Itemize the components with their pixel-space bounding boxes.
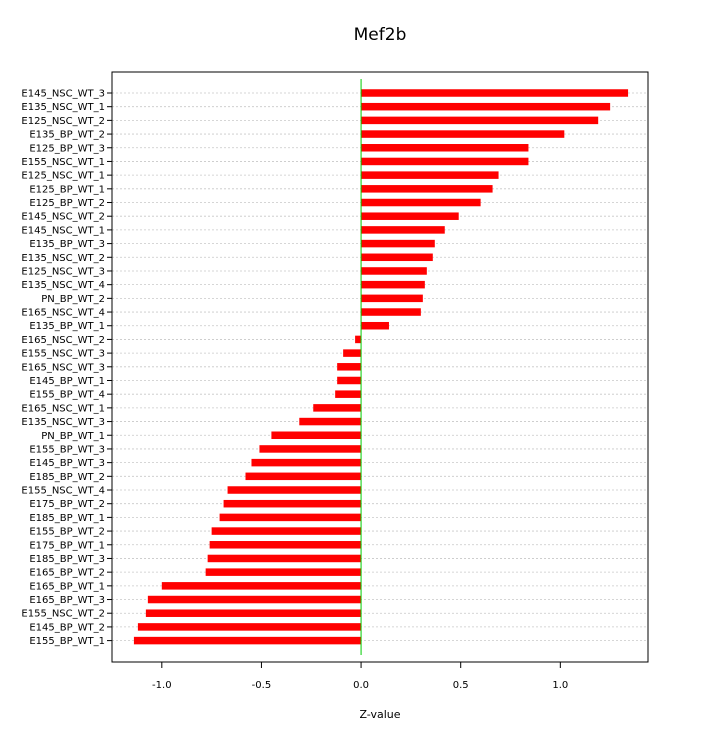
category-label: E135_BP_WT_3 <box>29 239 105 250</box>
category-label: E135_NSC_WT_3 <box>21 417 105 428</box>
bar-E145_NSC_WT_1 <box>361 226 445 234</box>
bar-E145_BP_WT_1 <box>337 376 362 385</box>
chart-title: Mef2b <box>354 25 407 45</box>
category-label: E155_BP_WT_2 <box>29 527 105 538</box>
category-label: E155_BP_WT_1 <box>29 636 105 647</box>
bar-E155_BP_WT_4 <box>335 390 362 398</box>
bar-E165_NSC_WT_4 <box>361 308 421 316</box>
category-label: PN_BP_WT_1 <box>41 431 105 442</box>
bar-E135_NSC_WT_1 <box>361 102 611 111</box>
bar-E165_NSC_WT_3 <box>337 363 362 371</box>
category-labels: E145_NSC_WT_3 E135_NSC_WT_1 E125_NSC_WT_2 E… <box>21 89 112 647</box>
bars <box>133 89 629 645</box>
category-label: E145_BP_WT_2 <box>29 622 105 633</box>
category-label: E135_NSC_WT_2 <box>21 253 105 264</box>
category-label: E125_BP_WT_2 <box>29 198 105 209</box>
category-label: E135_NSC_WT_1 <box>21 102 105 113</box>
category-label: E135_NSC_WT_4 <box>21 280 105 291</box>
bar-E165_BP_WT_1 <box>161 582 362 590</box>
bar-E175_BP_WT_1 <box>209 541 362 549</box>
bar-E165_BP_WT_2 <box>205 568 362 576</box>
category-label: E145_BP_WT_3 <box>29 458 105 469</box>
category-label: E125_BP_WT_3 <box>29 143 105 154</box>
category-label: E135_BP_WT_2 <box>29 130 105 141</box>
bar-E125_NSC_WT_2 <box>361 116 599 125</box>
bar-E145_NSC_WT_3 <box>361 89 629 97</box>
bar-E155_NSC_WT_4 <box>227 486 362 494</box>
category-label: E165_NSC_WT_1 <box>21 403 105 414</box>
category-label: E185_BP_WT_2 <box>29 472 105 483</box>
bar-E135_NSC_WT_2 <box>361 253 433 262</box>
bar-PN_BP_WT_2 <box>361 294 423 303</box>
category-label: E185_BP_WT_1 <box>29 513 105 524</box>
bar-PN_BP_WT_1 <box>271 431 362 439</box>
category-label: E165_BP_WT_1 <box>29 581 105 592</box>
x-tick-label: -1.0 <box>152 680 172 691</box>
category-label: E125_NSC_WT_3 <box>21 266 105 277</box>
bar-E145_BP_WT_3 <box>251 458 362 467</box>
bar-E135_BP_WT_2 <box>361 130 565 138</box>
category-label: E145_NSC_WT_1 <box>21 225 105 236</box>
category-label: E155_NSC_WT_2 <box>21 609 105 620</box>
category-label: E155_BP_WT_4 <box>29 390 105 401</box>
bar-E125_NSC_WT_3 <box>361 267 427 275</box>
bar-E185_BP_WT_3 <box>207 554 362 563</box>
category-label: E125_NSC_WT_1 <box>21 171 105 182</box>
bar-E155_NSC_WT_2 <box>145 609 362 617</box>
bar-E155_BP_WT_3 <box>259 445 362 453</box>
bar-E135_NSC_WT_4 <box>361 280 425 289</box>
bar-E135_BP_WT_3 <box>361 239 435 248</box>
category-label: E165_NSC_WT_2 <box>21 335 105 346</box>
category-label: E175_BP_WT_1 <box>29 540 105 551</box>
category-label: E165_NSC_WT_4 <box>21 308 105 319</box>
bar-E165_BP_WT_3 <box>147 595 362 604</box>
category-label: PN_BP_WT_2 <box>41 294 105 305</box>
category-label: E145_NSC_WT_2 <box>21 212 105 223</box>
bar-E145_BP_WT_2 <box>137 623 362 631</box>
bar-E185_BP_WT_2 <box>245 472 362 481</box>
bar-E155_BP_WT_1 <box>133 636 362 645</box>
bar-E135_NSC_WT_3 <box>299 417 362 426</box>
category-label: E155_NSC_WT_3 <box>21 349 105 360</box>
bar-E135_BP_WT_1 <box>361 321 389 330</box>
x-axis-ticks: -1.0 -0.5 0.0 0.5 1.0 <box>152 662 568 691</box>
category-label: E165_BP_WT_3 <box>29 595 105 606</box>
category-label: E165_NSC_WT_3 <box>21 362 105 373</box>
bar-E125_BP_WT_3 <box>361 144 529 152</box>
category-label: E185_BP_WT_3 <box>29 554 105 565</box>
bar-E125_BP_WT_2 <box>361 198 481 207</box>
category-label: E155_NSC_WT_1 <box>21 157 105 168</box>
category-label: E175_BP_WT_2 <box>29 499 105 510</box>
x-tick-label: -0.5 <box>252 680 272 691</box>
bar-E185_BP_WT_1 <box>219 513 362 522</box>
x-tick-label: 0.5 <box>453 680 469 691</box>
category-label: E145_BP_WT_1 <box>29 376 105 387</box>
x-tick-label: 1.0 <box>552 680 568 691</box>
bar-E175_BP_WT_2 <box>223 499 362 508</box>
bar-E125_BP_WT_1 <box>361 185 493 193</box>
x-axis-label: Z-value <box>359 708 400 721</box>
bar-E145_NSC_WT_2 <box>361 212 459 220</box>
bar-E155_BP_WT_2 <box>211 527 362 535</box>
category-label: E125_BP_WT_1 <box>29 184 105 195</box>
category-label: E155_BP_WT_3 <box>29 444 105 455</box>
category-label: E125_NSC_WT_2 <box>21 116 105 127</box>
x-tick-label: 0.0 <box>353 680 369 691</box>
bar-E165_NSC_WT_1 <box>313 404 362 412</box>
category-label: E165_BP_WT_2 <box>29 568 105 579</box>
bar-E155_NSC_WT_3 <box>343 349 362 357</box>
category-label: E145_NSC_WT_3 <box>21 89 105 100</box>
category-label: E155_NSC_WT_4 <box>21 486 105 497</box>
bar-E165_NSC_WT_2 <box>355 335 362 344</box>
bar-E125_NSC_WT_1 <box>361 171 499 179</box>
bar-E155_NSC_WT_1 <box>361 157 529 166</box>
category-label: E135_BP_WT_1 <box>29 321 105 332</box>
